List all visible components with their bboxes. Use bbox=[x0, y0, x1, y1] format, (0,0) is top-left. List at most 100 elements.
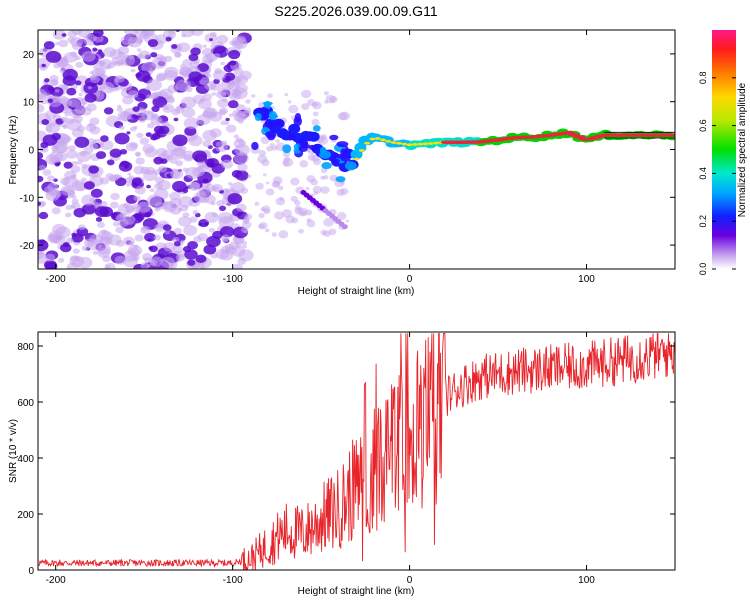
spectrogram-noise-blob bbox=[115, 226, 124, 234]
spectrogram-ridge-core bbox=[406, 143, 413, 147]
spectrogram-noise-blob bbox=[153, 156, 164, 165]
spectrogram-noise-blob bbox=[275, 139, 280, 143]
spectrogram-ridge-cell bbox=[307, 131, 320, 142]
spectrogram-noise-blob bbox=[68, 145, 76, 152]
spectrogram-ridge-cluster bbox=[275, 120, 284, 126]
spectrogram-noise-blob bbox=[231, 80, 236, 85]
spectrogram-noise-blob bbox=[203, 222, 209, 226]
spectrogram-noise-blob bbox=[147, 122, 155, 129]
spectrogram-noise-blob bbox=[175, 79, 192, 92]
spectrogram-noise-blob bbox=[201, 47, 214, 57]
spectrogram-noise-blob bbox=[278, 230, 289, 239]
spectrogram-noise-blob bbox=[213, 53, 221, 59]
spectrogram-noise-blob bbox=[306, 219, 316, 228]
spectrogram-noise-blob bbox=[233, 152, 249, 165]
spectrogram-noise-blob bbox=[169, 205, 182, 215]
spectrogram-noise-blob bbox=[221, 237, 229, 243]
spectrogram-noise-blob bbox=[81, 51, 96, 62]
spectrogram-noise-blob bbox=[202, 140, 212, 148]
spectrogram-ridge-cluster bbox=[251, 141, 259, 151]
spectrogram-ridge-core bbox=[401, 142, 408, 146]
spectrogram-noise-blob bbox=[208, 227, 215, 233]
spectrogram-noise-blob bbox=[146, 79, 162, 91]
spectrogram-noise-blob bbox=[48, 151, 64, 163]
snr-ytick-label: 0 bbox=[28, 566, 34, 577]
spectrogram-noise-blob bbox=[97, 247, 111, 258]
colorbar-axes: 0.0 0.2 0.4 0.6 0.8 bbox=[698, 72, 736, 275]
spectrogram-noise-blob bbox=[254, 201, 260, 206]
spectrogram-noise-blob bbox=[45, 189, 61, 202]
snr-marks bbox=[38, 332, 675, 570]
spectrogram-noise-blob bbox=[128, 241, 135, 246]
spectrogram-noise-blob bbox=[271, 232, 278, 237]
spectrogram-ytick-label: -10 bbox=[20, 193, 35, 204]
spectrogram-noise-blob bbox=[80, 107, 92, 116]
spectrogram-ytick-label: 20 bbox=[23, 50, 35, 61]
spectrogram-ridge-cluster bbox=[254, 112, 262, 122]
spectrogram-ridge-cluster bbox=[332, 158, 341, 163]
spectrogram-noise-blob bbox=[340, 187, 349, 195]
spectrogram-noise-blob bbox=[311, 101, 322, 110]
spectrogram-noise-blob bbox=[42, 169, 52, 176]
spectrogram-noise-blob bbox=[224, 243, 234, 252]
spectrogram-noise-blob bbox=[63, 51, 78, 63]
spectrogram-noise-blob bbox=[187, 259, 196, 266]
spectrogram-noise-blob bbox=[337, 112, 348, 121]
spectrogram-xlabel: Height of straight line (km) bbox=[298, 286, 415, 297]
spectrogram-noise-blob bbox=[238, 119, 244, 124]
spectrogram-noise-blob bbox=[209, 38, 213, 42]
spectrogram-ridge-cluster bbox=[294, 112, 302, 122]
spectrogram-noise-blob bbox=[304, 209, 313, 216]
spectrogram-noise-blob bbox=[62, 124, 68, 130]
spectrogram-ridge-cluster bbox=[312, 125, 321, 132]
spectrogram-noise-blob bbox=[157, 179, 171, 191]
spectrogram-noise-blob bbox=[171, 108, 180, 116]
spectrogram-noise-blob bbox=[183, 117, 200, 129]
spectrogram-noise-blob bbox=[90, 75, 100, 84]
spectrogram-ridge-cluster bbox=[282, 144, 292, 154]
spectrogram-noise-blob bbox=[142, 253, 152, 261]
spectrogram-noise-blob bbox=[265, 188, 275, 196]
spectrogram-noise-blob bbox=[175, 254, 186, 262]
spectrogram-noise-blob bbox=[202, 93, 213, 101]
spectrogram-noise-blob bbox=[188, 71, 203, 82]
spectrogram-noise-blob bbox=[323, 91, 329, 96]
spectrogram-noise-blob bbox=[204, 211, 219, 223]
spectrogram-ridge-cell bbox=[288, 123, 301, 134]
spectrogram-noise-blob bbox=[267, 93, 273, 99]
spectrogram-noise-blob bbox=[51, 132, 61, 141]
spectrogram-noise-blob bbox=[212, 230, 223, 240]
spectrogram-noise-blob bbox=[172, 180, 187, 193]
spectrogram-noise-blob bbox=[71, 160, 78, 166]
spectrogram-noise-blob bbox=[203, 244, 217, 255]
spectrogram-noise-blob bbox=[100, 135, 109, 142]
spectrogram-noise-blob bbox=[153, 234, 161, 241]
spectrogram-noise-blob bbox=[180, 96, 197, 109]
spectrogram-noise-blob bbox=[78, 93, 83, 97]
spectrogram-noise-blob bbox=[138, 50, 151, 60]
snr-ytick-label: 800 bbox=[17, 342, 34, 353]
spectrogram-noise-blob bbox=[97, 229, 111, 240]
spectrogram-noise-blob bbox=[131, 114, 138, 119]
spectrogram-noise-blob bbox=[73, 207, 86, 218]
spectrogram-noise-blob bbox=[107, 62, 116, 69]
spectrogram-noise-blob bbox=[38, 249, 45, 259]
spectrogram-ridge-core bbox=[369, 137, 376, 141]
snr-frame bbox=[37, 331, 676, 571]
spectrogram-noise-blob bbox=[81, 245, 89, 251]
spectrogram-noise-blob bbox=[95, 217, 103, 222]
spectrogram-noise-blob bbox=[95, 151, 107, 160]
spectrogram-noise-blob bbox=[144, 232, 156, 242]
spectrogram-noise-blob bbox=[294, 200, 301, 206]
spectrogram-noise-blob bbox=[124, 30, 139, 37]
spectrogram-noise-blob bbox=[109, 201, 119, 209]
snr-xtick-label: 100 bbox=[578, 575, 595, 586]
spectrogram-noise-blob bbox=[118, 125, 125, 130]
spectrogram-noise-blob bbox=[199, 77, 210, 86]
spectrogram-noise-blob bbox=[40, 141, 49, 149]
spectrogram-noise-blob bbox=[233, 134, 239, 139]
spectrogram-noise-blob bbox=[258, 149, 267, 157]
spectrogram-noise-blob bbox=[94, 66, 107, 76]
spectrogram-noise-blob bbox=[181, 33, 187, 38]
spectrogram-noise-blob bbox=[45, 126, 53, 132]
